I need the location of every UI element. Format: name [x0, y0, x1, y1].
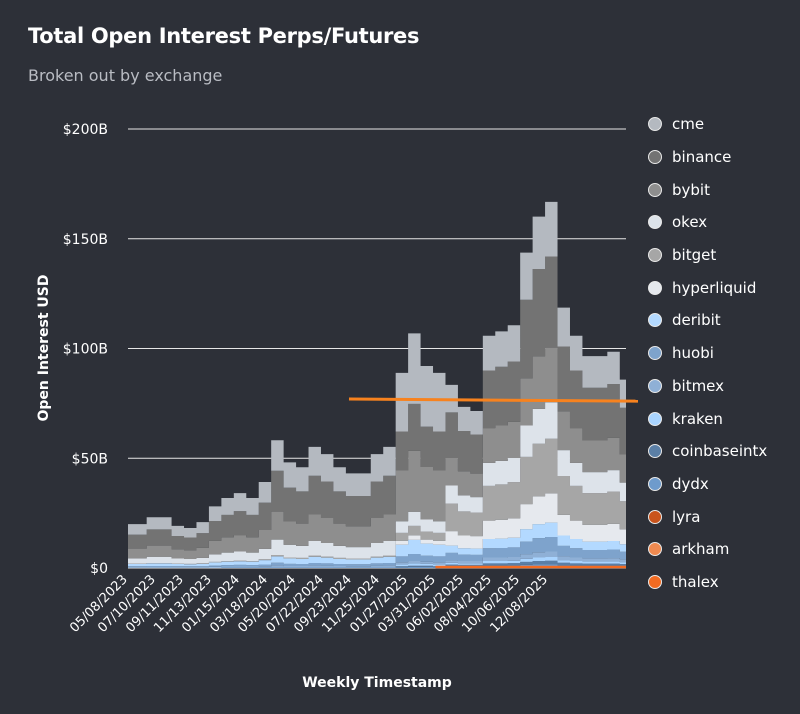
legend-item-huobi[interactable]: huobi: [648, 337, 767, 370]
legend-swatch-icon: [648, 444, 662, 459]
legend-swatch-icon: [648, 280, 662, 295]
legend-item-okex[interactable]: okex: [648, 206, 767, 239]
y-axis-title: Open Interest USD: [36, 275, 52, 422]
legend-item-cme[interactable]: cme: [648, 108, 767, 141]
legend: cme binance bybit okex bitget hyperliquid deri…: [648, 108, 767, 598]
legend-item-kraken[interactable]: kraken: [648, 402, 767, 435]
legend-swatch-icon: [648, 542, 662, 557]
legend-label: okex: [672, 213, 708, 232]
y-tick-label: $50B: [72, 451, 108, 467]
legend-label: deribit: [672, 311, 721, 330]
legend-label: cme: [672, 115, 705, 134]
legend-swatch-icon: [648, 411, 662, 426]
legend-swatch-icon: [648, 248, 662, 263]
legend-label: arkham: [672, 540, 730, 559]
legend-label: dydx: [672, 474, 709, 493]
legend-item-coinbaseintx[interactable]: coinbaseintx: [648, 435, 767, 468]
chart-subtitle: Broken out by exchange: [28, 66, 223, 85]
area-coinbaseintx: [128, 560, 626, 568]
legend-item-arkham[interactable]: arkham: [648, 533, 767, 566]
legend-item-bitmex[interactable]: bitmex: [648, 370, 767, 403]
legend-swatch-icon: [648, 150, 662, 165]
legend-item-bitget[interactable]: bitget: [648, 239, 767, 272]
y-tick-label: $150B: [63, 232, 108, 248]
legend-label: hyperliquid: [672, 278, 757, 297]
legend-label: bitmex: [672, 376, 725, 395]
area-cme: [128, 201, 626, 538]
legend-swatch-icon: [648, 346, 662, 361]
legend-item-thalex[interactable]: thalex: [648, 566, 767, 599]
legend-swatch-icon: [648, 313, 662, 328]
legend-swatch-icon: [648, 509, 662, 524]
legend-swatch-icon: [648, 476, 662, 491]
legend-label: bybit: [672, 180, 710, 199]
legend-swatch-icon: [648, 215, 662, 230]
x-axis-title: Weekly Timestamp: [302, 675, 452, 691]
legend-swatch-icon: [648, 117, 662, 132]
legend-label: lyra: [672, 507, 701, 526]
legend-swatch-icon: [648, 182, 662, 197]
legend-label: thalex: [672, 572, 719, 591]
y-tick-label: $100B: [63, 342, 108, 358]
legend-item-hyperliquid[interactable]: hyperliquid: [648, 271, 767, 304]
legend-label: huobi: [672, 344, 714, 363]
chart-title: Total Open Interest Perps/Futures: [28, 24, 420, 48]
legend-item-bybit[interactable]: bybit: [648, 173, 767, 206]
legend-item-dydx[interactable]: dydx: [648, 468, 767, 501]
overlay-line: [348, 397, 639, 403]
legend-label: coinbaseintx: [672, 442, 768, 461]
legend-label: bitget: [672, 246, 717, 265]
legend-label: kraken: [672, 409, 723, 428]
legend-swatch-icon: [648, 378, 662, 393]
area-binance: [128, 256, 626, 551]
legend-item-lyra[interactable]: lyra: [648, 500, 767, 533]
legend-item-deribit[interactable]: deribit: [648, 304, 767, 337]
legend-item-binance[interactable]: binance: [648, 141, 767, 174]
y-tick-label: $0: [90, 561, 108, 577]
y-tick-label: $200B: [63, 122, 108, 138]
area-hyperliquid: [128, 493, 626, 565]
legend-swatch-icon: [648, 574, 662, 589]
area-bitget: [128, 438, 626, 565]
legend-label: binance: [672, 148, 732, 167]
area-huobi: [128, 537, 626, 568]
